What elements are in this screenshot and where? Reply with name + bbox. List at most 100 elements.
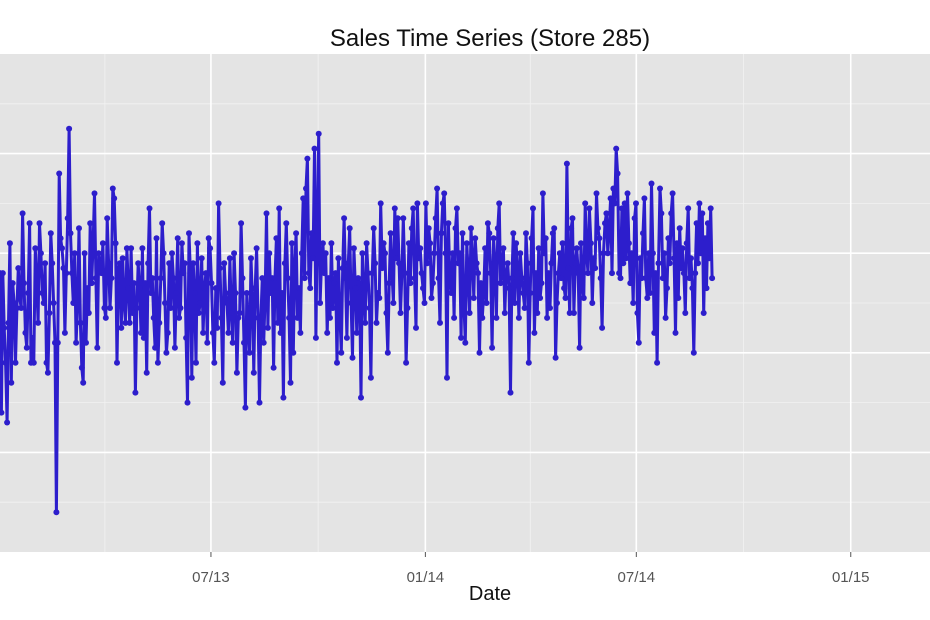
data-point — [360, 290, 367, 296]
data-point — [446, 275, 453, 282]
data-point — [296, 285, 302, 292]
data-point — [352, 285, 359, 292]
data-point — [335, 255, 342, 262]
data-point — [207, 245, 214, 252]
data-point — [613, 145, 620, 152]
data-point — [152, 344, 159, 351]
data-point — [166, 260, 173, 267]
data-point — [418, 270, 425, 277]
data-point — [95, 250, 102, 257]
data-point — [81, 250, 88, 257]
data-point — [83, 339, 89, 346]
data-point — [177, 305, 184, 311]
data-point — [504, 260, 511, 267]
data-point — [597, 275, 604, 282]
data-point — [695, 260, 701, 267]
data-point — [131, 280, 137, 287]
data-point — [518, 275, 525, 282]
data-point — [366, 305, 373, 311]
data-point — [229, 339, 236, 346]
data-point — [596, 235, 603, 242]
data-point — [90, 240, 97, 247]
data-point — [157, 275, 164, 282]
data-point — [2, 359, 9, 366]
data-point — [256, 399, 263, 406]
data-point — [26, 220, 33, 227]
data-point — [490, 235, 497, 242]
data-point — [264, 324, 271, 331]
data-point — [483, 300, 490, 306]
data-point — [400, 215, 407, 222]
data-point — [242, 404, 249, 411]
data-point — [611, 200, 618, 207]
data-point — [686, 275, 693, 282]
data-point — [524, 260, 531, 267]
data-point — [427, 240, 434, 247]
data-point — [592, 265, 599, 272]
data-point — [415, 255, 422, 262]
data-point — [664, 285, 670, 292]
data-point — [61, 329, 68, 336]
data-point — [54, 339, 61, 346]
data-point — [389, 270, 395, 277]
data-point — [570, 310, 577, 316]
data-point — [290, 349, 297, 356]
data-point — [633, 200, 639, 207]
data-point — [607, 195, 614, 202]
data-point — [396, 260, 403, 267]
data-point — [21, 280, 27, 287]
data-point — [362, 319, 369, 326]
data-point — [187, 270, 194, 277]
data-point — [0, 409, 5, 416]
data-point — [57, 235, 64, 242]
data-point — [638, 275, 645, 282]
data-point — [30, 359, 37, 366]
data-point — [15, 265, 22, 272]
data-point — [642, 275, 649, 282]
data-point — [194, 240, 201, 247]
data-point — [654, 359, 661, 366]
data-point — [74, 300, 81, 306]
data-point — [262, 295, 269, 301]
data-point — [153, 235, 160, 242]
data-point — [115, 265, 122, 272]
data-point — [527, 290, 534, 296]
data-point — [287, 379, 294, 386]
data-point — [675, 295, 682, 301]
data-point — [88, 280, 95, 287]
data-point — [470, 295, 477, 301]
data-point — [231, 250, 238, 257]
data-point — [259, 275, 266, 282]
data-point — [176, 314, 183, 321]
data-point — [126, 319, 133, 326]
data-point — [235, 314, 242, 321]
data-point — [678, 265, 685, 272]
data-point — [480, 290, 487, 296]
data-point — [325, 275, 332, 282]
data-point — [452, 225, 459, 232]
data-point — [171, 344, 178, 351]
data-point — [164, 329, 171, 336]
data-point — [350, 245, 357, 252]
data-point — [193, 359, 199, 366]
data-point — [528, 235, 535, 242]
data-point — [121, 300, 128, 306]
data-point — [532, 270, 539, 277]
data-point — [573, 245, 580, 252]
data-point — [150, 314, 157, 321]
data-point — [204, 339, 211, 346]
data-point — [689, 285, 696, 292]
data-point — [514, 265, 521, 272]
data-point — [472, 235, 479, 242]
data-point — [690, 349, 697, 356]
data-point — [658, 210, 665, 217]
data-point — [348, 300, 355, 306]
data-point — [692, 270, 699, 277]
data-point — [494, 225, 501, 232]
data-point — [23, 344, 30, 351]
data-point — [640, 230, 646, 237]
data-point — [94, 344, 101, 351]
data-point — [517, 250, 524, 257]
data-point — [431, 250, 438, 257]
data-point — [249, 295, 256, 301]
